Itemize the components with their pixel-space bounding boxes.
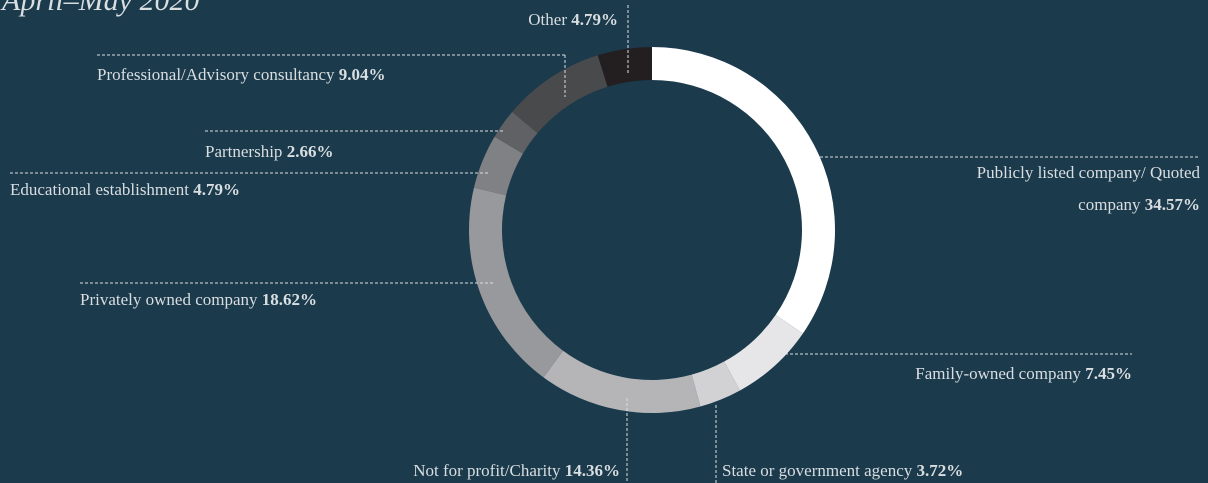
category-name: Professional/Advisory consultancy (97, 65, 335, 84)
category-name: Educational establishment (10, 180, 189, 199)
segment-label: State or government agency 3.72% (722, 455, 1022, 483)
donut-segment (473, 136, 523, 196)
segment-label: Educational establishment 4.79% (10, 174, 410, 206)
category-name: Family-owned company (915, 364, 1081, 383)
value-label: 34.57% (1144, 195, 1200, 214)
value-label: 4.79% (193, 180, 240, 199)
donut-segment (512, 55, 608, 134)
segment-label: Family-owned company 7.45% (772, 358, 1132, 390)
chart-title: April–May 2020 (2, 0, 200, 17)
value-label: 3.72% (916, 461, 964, 480)
segment-label: Other 4.79% (418, 4, 618, 36)
category-name: Publicly listed company/ Quoted company (976, 163, 1200, 214)
category-name: Privately owned company (80, 290, 258, 309)
donut-segment (469, 187, 564, 378)
value-label: 14.36% (564, 461, 620, 480)
value-label: 2.66% (286, 142, 334, 161)
category-name: Not for profit/Charity (413, 461, 561, 480)
value-label: 18.62% (261, 290, 318, 309)
segment-label: Privately owned company 18.62% (80, 284, 480, 316)
segment-label: Not for profit/Charity 14.36% (320, 455, 620, 483)
category-name: Partnership (205, 142, 283, 161)
donut-segment (691, 361, 740, 407)
value-label: 9.04% (338, 65, 386, 84)
donut-segment (543, 350, 701, 413)
segment-label: Professional/Advisory consultancy 9.04% (97, 59, 517, 91)
category-name: Other (528, 10, 567, 29)
segment-label: Publicly listed company/ Quoted company … (970, 157, 1200, 221)
segment-label: Partnership 2.66% (205, 136, 505, 168)
value-label: 7.45% (1085, 364, 1132, 383)
value-label: 4.79% (571, 10, 618, 29)
donut-segment (724, 314, 803, 391)
donut-segment (597, 47, 652, 87)
donut-segment (652, 47, 835, 334)
donut-segment (494, 111, 538, 154)
category-name: State or government agency (722, 461, 913, 480)
